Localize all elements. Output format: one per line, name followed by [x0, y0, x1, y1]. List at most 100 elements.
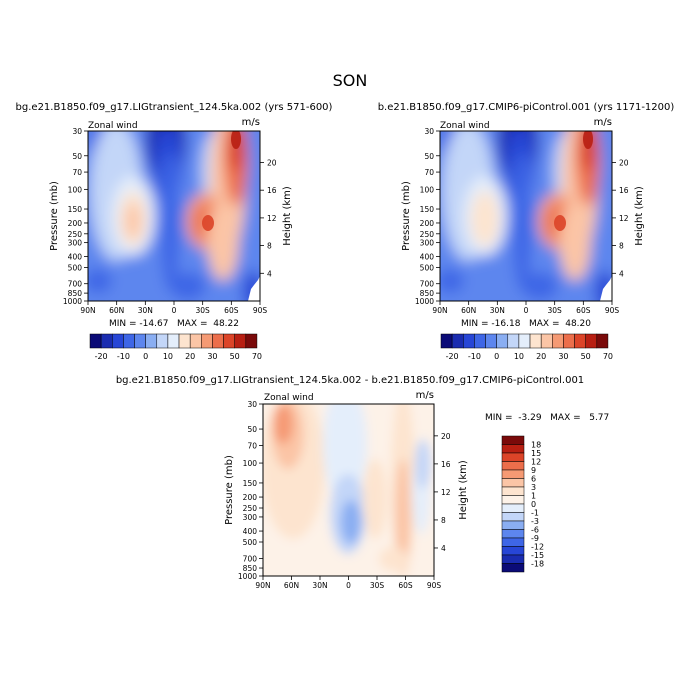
panel-lig-colorbar-swatch — [212, 333, 224, 349]
panel-difference-xtick-label: 30N — [312, 581, 327, 590]
panel-lig-xtick-label: 30S — [196, 306, 211, 315]
panel-difference-colorbar-swatch — [501, 503, 525, 513]
panel-lig-ylabel: Pressure (mb) — [49, 181, 60, 251]
panel-difference-colorbar-label: 1 — [531, 492, 536, 501]
panel-picontrol-ytick-label: 30 — [424, 127, 434, 136]
panel-picontrol-xtick-label: 90S — [605, 306, 620, 315]
panel-lig-colorbar-swatch — [234, 333, 247, 349]
panel-lig-xtick-label: 60N — [109, 306, 124, 315]
panel-picontrol-colorbar-label: 30 — [558, 352, 568, 361]
panel-lig-colorbar-swatch — [89, 333, 102, 349]
panel-picontrol-ytick-label: 850 — [420, 289, 435, 298]
panel-picontrol-ytick-label: 300 — [420, 239, 435, 248]
panel-difference-title: bg.e21.B1850.f09_g17.LIGtransient_124.5k… — [116, 375, 584, 386]
panel-difference-colorbar-swatch — [501, 461, 525, 471]
panel-difference-xtick-label: 0 — [346, 581, 351, 590]
panel-difference-ylabel-right: Height (km) — [458, 460, 469, 520]
panel-picontrol-colorbar-label: 20 — [536, 352, 546, 361]
panel-lig-topography — [248, 276, 260, 301]
panel-lig-colorbar-swatch — [223, 333, 235, 349]
panel-picontrol-contour-region — [512, 151, 532, 291]
panel-lig-contour-region — [160, 151, 180, 291]
panel-difference-ytick-label: 200 — [243, 493, 258, 502]
season-title: SON — [333, 71, 368, 90]
panel-difference-xtick-label: 60N — [284, 581, 299, 590]
panel-difference-colorbar-label: -1 — [531, 509, 539, 518]
panel-difference-colorbar-swatch — [501, 546, 525, 556]
panel-lig-xtick-label: 90S — [253, 306, 268, 315]
panel-lig-ylabel-right: Height (km) — [282, 186, 293, 246]
panel-picontrol-colorbar: -20 -10 0 10 20 30 50 70 — [440, 333, 613, 361]
panel-lig-contour-region — [88, 269, 112, 293]
panel-lig-ytick-label: 200 — [68, 219, 83, 228]
panel-lig-ytick-label: 700 — [68, 280, 83, 289]
panel-difference-contour-region — [363, 459, 387, 539]
panel-difference-colorbar-swatch — [501, 495, 525, 505]
panel-difference-ytick-label: 400 — [243, 527, 258, 536]
panel-difference-colorbar-label: -12 — [531, 543, 544, 552]
panel-lig-colorbar-label: 10 — [163, 352, 173, 361]
panel-picontrol-colorbar-swatch — [451, 333, 464, 349]
panel-picontrol-contour-region — [554, 215, 566, 231]
panel-difference-colorbar-swatch — [501, 529, 525, 539]
panel-difference-colorbar-swatch — [501, 512, 525, 522]
panel-picontrol-colorbar-swatch — [563, 333, 575, 349]
panel-lig-ytick-label: 30 — [72, 127, 82, 136]
panel-lig-colorbar-swatch — [112, 333, 124, 349]
panel-picontrol-colorbar-label: 10 — [514, 352, 524, 361]
panel-picontrol-colorbar-label: -10 — [468, 352, 481, 361]
panel-difference-colorbar-label: -6 — [531, 526, 539, 535]
panel-picontrol-xtick-label: 30S — [548, 306, 563, 315]
panel-lig-colorbar-label: -10 — [117, 352, 130, 361]
panel-picontrol-colorbar-swatch — [463, 333, 475, 349]
panel-picontrol-colorbar-swatch — [596, 333, 609, 349]
panel-difference-colorbar-swatch — [501, 478, 525, 488]
panel-difference-xtick-label: 60S — [398, 581, 413, 590]
panel-lig-colorbar-swatch — [245, 333, 258, 349]
panel-picontrol-contour-region — [559, 201, 591, 281]
panel-difference-colorbar-label: -3 — [531, 517, 539, 526]
panel-lig-colorbar-swatch — [201, 333, 213, 349]
panel-difference-xtick-label: 90S — [427, 581, 442, 590]
panel-difference-ytick-label: 500 — [243, 538, 258, 547]
panel-difference-ytick-label: 300 — [243, 513, 258, 522]
panel-lig-ytick-label: 1000 — [63, 297, 82, 306]
panel-picontrol-ytick-label: 100 — [420, 185, 435, 194]
panel-picontrol-ylabel: Pressure (mb) — [401, 181, 412, 251]
panel-lig-xtick-label: 0 — [172, 306, 177, 315]
panel-picontrol-ytick-label: 200 — [420, 219, 435, 228]
panel-difference-colorbar-label: 15 — [531, 449, 541, 458]
panel-lig-colorbar-label: 20 — [185, 352, 195, 361]
panel-picontrol: b.e21.B1850.f09_g17.CMIP6-piControl.001 … — [378, 102, 675, 361]
panel-lig-ytick-label: 250 — [68, 230, 83, 239]
panel-lig-variable: Zonal wind — [88, 121, 138, 131]
panel-difference-colorbar-swatch — [501, 486, 525, 496]
panel-lig-colorbar-swatch — [189, 333, 202, 349]
panel-picontrol-height-tick-label: 20 — [619, 158, 629, 167]
panel-lig-minmax: MIN = -14.67 MAX = 48.22 — [109, 319, 239, 329]
panel-lig-units: m/s — [242, 117, 260, 128]
panel-difference-colorbar-label: 18 — [531, 441, 541, 450]
panel-difference-colorbar-swatch — [501, 537, 525, 547]
panel-lig-ytick-label: 70 — [72, 168, 82, 177]
panel-difference-colorbar-swatch — [501, 520, 525, 530]
panel-picontrol-units: m/s — [594, 117, 612, 128]
panel-lig-ytick-label: 150 — [68, 205, 83, 214]
panel-difference-colorbar-swatch — [501, 563, 525, 573]
panel-lig-contour-region — [202, 215, 214, 231]
panel-lig: bg.e21.B1850.f09_g17.LIGtransient_124.5k… — [16, 102, 333, 361]
panel-picontrol-colorbar-label: 50 — [581, 352, 591, 361]
panel-picontrol-colorbar-swatch — [485, 333, 497, 349]
panel-picontrol-colorbar-swatch — [440, 333, 453, 349]
panel-difference-ytick-label: 250 — [243, 504, 258, 513]
panel-picontrol-colorbar-swatch — [507, 333, 520, 349]
panel-picontrol-height-tick-label: 16 — [619, 186, 629, 195]
panel-picontrol-colorbar-label: 0 — [494, 352, 499, 361]
panel-picontrol-xtick-label: 60S — [576, 306, 591, 315]
panel-lig-colorbar-label: 70 — [252, 352, 262, 361]
panel-difference-colorbar-swatch — [501, 435, 525, 445]
panel-lig-field — [88, 131, 260, 301]
panel-difference-contour-region — [415, 439, 431, 489]
panel-lig-height-tick-label: 20 — [267, 158, 277, 167]
